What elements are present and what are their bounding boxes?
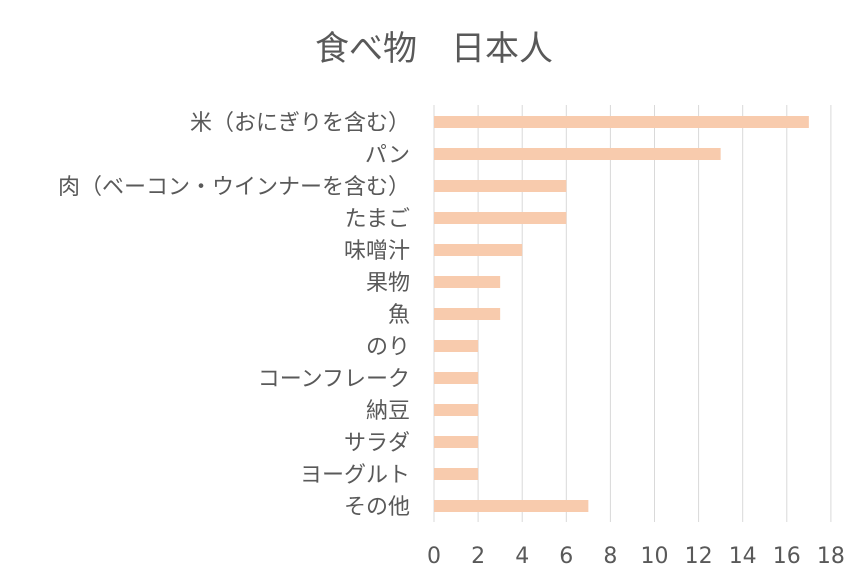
category-label: 果物: [366, 271, 410, 296]
bar: [434, 212, 567, 224]
category-label: サラダ: [344, 431, 410, 456]
bar: [434, 180, 567, 192]
bar: [434, 500, 589, 512]
x-tick-label: 10: [641, 544, 669, 569]
x-tick-label: 0: [427, 544, 441, 569]
category-label: 米（おにぎりを含む）: [190, 111, 410, 136]
category-label: コーンフレーク: [258, 367, 410, 392]
bar: [434, 308, 501, 320]
chart-title: 食べ物 日本人: [315, 29, 553, 69]
category-label: のり: [366, 335, 410, 360]
category-label: たまご: [345, 207, 410, 232]
bar: [434, 148, 721, 160]
bar: [434, 372, 479, 384]
x-tick-label: 8: [603, 544, 617, 569]
category-label: パン: [365, 143, 410, 168]
x-tick-label: 6: [559, 544, 573, 569]
category-label: 納豆: [366, 399, 410, 424]
bar: [434, 244, 523, 256]
bar: [434, 340, 479, 352]
category-label: その他: [344, 495, 410, 520]
category-label: 味噌汁: [344, 239, 410, 264]
x-tick-label: 12: [685, 544, 713, 569]
bars: [434, 116, 809, 512]
x-tick-label: 16: [773, 544, 801, 569]
x-tick-label: 4: [515, 544, 529, 569]
bar: [434, 436, 479, 448]
category-label: 肉（ベーコン・ウインナーを含む）: [58, 175, 410, 200]
bar: [434, 404, 479, 416]
x-tick-label: 14: [729, 544, 757, 569]
bar: [434, 116, 809, 128]
gridlines: [433, 105, 832, 522]
bar: [434, 276, 501, 288]
x-tick-label: 18: [817, 544, 845, 569]
bar: [434, 468, 479, 480]
category-label: 魚: [388, 303, 410, 328]
category-label: ヨーグルト: [300, 463, 410, 488]
x-tick-labels: 0 2 4 6 8 10 12 14 16 18: [427, 544, 845, 569]
category-labels: 米（おにぎりを含む） パン肉（ベーコン・ウインナーを含む） たまご味噌汁果物魚のりコ…: [58, 111, 410, 520]
x-tick-label: 2: [471, 544, 485, 569]
